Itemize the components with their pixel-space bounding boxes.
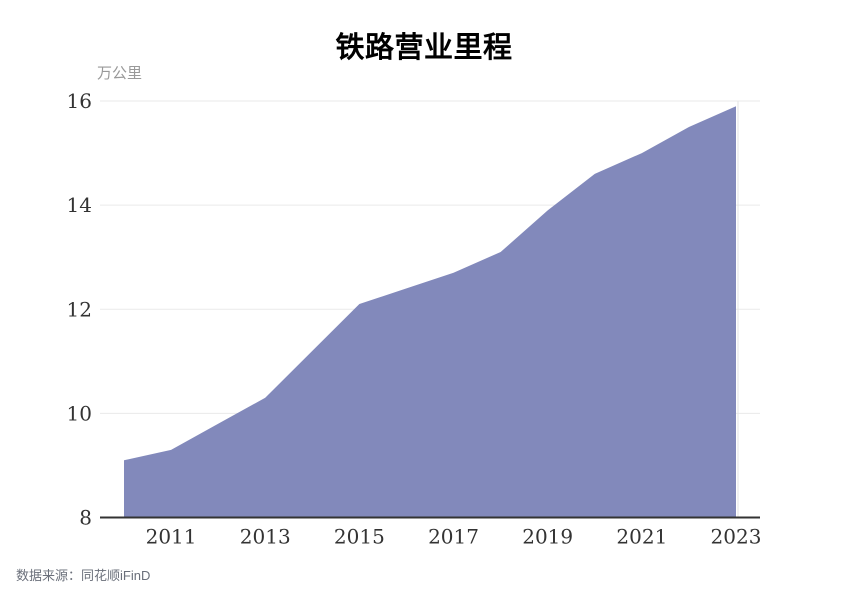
y-tick-label-10: 10: [67, 401, 92, 425]
chart-title: 铁路营业里程: [335, 32, 513, 64]
x-tick-label-2015: 2015: [334, 525, 385, 549]
y-tick-label-14: 14: [67, 193, 92, 217]
mileage-area-series: [124, 106, 736, 518]
y-tick-label-12: 12: [67, 297, 92, 321]
x-tick-label-2021: 2021: [616, 525, 667, 549]
x-tick-label-2019: 2019: [522, 525, 573, 549]
x-tick-label-2013: 2013: [240, 525, 291, 549]
y-axis-unit-label: 万公里: [97, 65, 143, 82]
y-tick-label-8: 8: [79, 506, 92, 530]
data-source-note: 数据来源：同花顺iFinD: [16, 568, 151, 583]
x-tick-label-2017: 2017: [428, 525, 479, 549]
y-tick-label-16: 16: [67, 89, 92, 113]
x-tick-label-2023: 2023: [711, 525, 762, 549]
x-tick-label-2011: 2011: [146, 525, 197, 549]
